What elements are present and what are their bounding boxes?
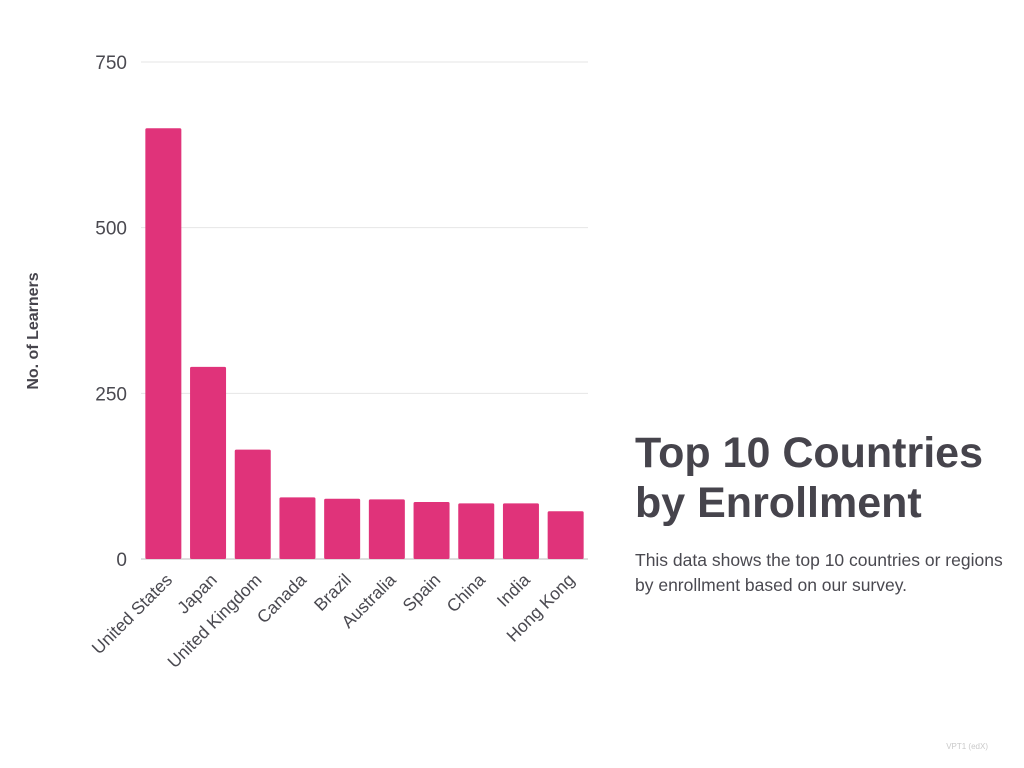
y-tick-label: 0: [116, 550, 127, 571]
x-tick-label: Spain: [399, 570, 445, 616]
enrollment-bar-chart: No. of Learners 0 250 500 750 United States…: [25, 53, 588, 672]
bar: [502, 503, 539, 559]
bar: [190, 366, 227, 559]
x-tick-label: India: [493, 570, 534, 611]
panel-title: Top 10 Countries by Enrollment: [635, 428, 1005, 528]
bars: [145, 128, 584, 559]
bar: [458, 503, 495, 559]
y-tick-label: 500: [95, 219, 127, 240]
y-tick-labels: 0 250 500 750: [95, 53, 127, 571]
panel-title-line-2: by Enrollment: [635, 479, 922, 527]
footer-watermark: VPT1 (edX): [946, 742, 988, 751]
bar: [368, 499, 405, 559]
y-tick-label: 750: [95, 53, 127, 74]
x-tick-label: Canada: [253, 570, 311, 628]
bar: [145, 128, 182, 559]
y-axis-label: No. of Learners: [25, 272, 42, 389]
panel-description: This data shows the top 10 countries or …: [635, 550, 1003, 595]
chart-info-panel: Top 10 Countries by Enrollment This data…: [635, 428, 1005, 598]
bar: [279, 497, 316, 559]
panel-title-line-1: Top 10 Countries: [635, 429, 984, 477]
bar: [547, 511, 584, 559]
y-tick-label: 250: [95, 384, 127, 405]
bar: [234, 449, 271, 559]
x-tick-label: United States: [88, 570, 177, 659]
bar: [324, 498, 361, 559]
bar: [413, 502, 450, 559]
x-tick-label: China: [443, 570, 490, 617]
